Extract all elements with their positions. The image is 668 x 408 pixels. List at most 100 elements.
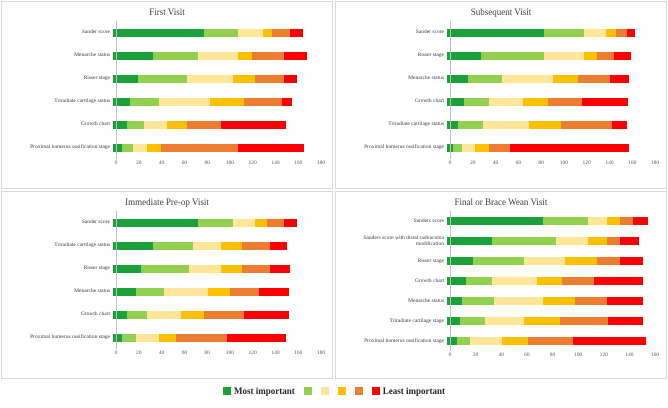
x-tick-label: 160 [628, 160, 637, 166]
bar-segment [615, 28, 627, 37]
category-label: Proximal humerus ossification stage [30, 334, 110, 341]
plot-area: Sander score Risser stage Menarche status G… [338, 21, 664, 170]
stacked-bar [447, 317, 643, 325]
bar-segment [467, 74, 502, 83]
bar-segment [543, 297, 576, 305]
plot-area: Sander score Menarche status Risser stage T… [4, 21, 330, 170]
x-tick-label: 100 [225, 160, 234, 166]
bar-segment [113, 310, 127, 319]
legend: Most important Least important [0, 380, 668, 402]
stacked-bar [447, 28, 635, 37]
chart-row: Sander score [4, 211, 330, 234]
bar-segment [258, 287, 290, 296]
bar-segment [494, 297, 544, 305]
legend-swatch-rank2 [303, 387, 312, 395]
bar-segment [164, 287, 208, 296]
bar-segment [141, 264, 190, 273]
x-tick-label: 0 [448, 160, 452, 166]
bar-segment [619, 237, 640, 245]
chart-row: Triradiate cartilage status [338, 113, 664, 136]
category-label: Sander score [81, 29, 110, 36]
bar-segment [204, 310, 244, 319]
stacked-bar [447, 51, 632, 60]
chart-row: Triradiate cartilage status [4, 90, 330, 113]
bar-segment [187, 74, 233, 83]
bar-segment [552, 74, 578, 83]
chart-row: Menarche status [338, 67, 664, 90]
x-tick-label: 60 [524, 352, 530, 358]
bar-segment [543, 217, 588, 225]
bar-segment [470, 337, 503, 345]
chart-row: Growth chart [4, 303, 330, 326]
category-label: Triradiate cartilage status [54, 242, 110, 249]
bar-segment [609, 74, 630, 83]
category-label: Risser stage [83, 75, 110, 82]
bar-segment [447, 74, 468, 83]
chart-panel-2: Immediate Pre-op Visit Sander score Trirad… [1, 191, 333, 379]
bar-segment [619, 257, 643, 265]
bar-segment [230, 287, 259, 296]
bar-segment [489, 97, 524, 106]
category-label: Risser stage [83, 265, 110, 272]
x-tick-label: 120 [582, 160, 591, 166]
stacked-bar [447, 297, 643, 305]
bar-segment [632, 217, 649, 225]
stacked-bar [447, 337, 646, 345]
y-axis-line [450, 21, 451, 159]
bar-segment [582, 97, 629, 106]
bar-segment [452, 143, 462, 152]
stacked-bar [447, 237, 640, 245]
chart-panel-1: Subsequent Visit Sander score Risser stage… [335, 1, 667, 189]
bar-segment [491, 277, 537, 285]
bar-segment [135, 287, 165, 296]
stacked-bar [113, 28, 304, 37]
x-tick-label: 80 [538, 160, 544, 166]
chart-title: First Visit [149, 7, 185, 17]
x-tick-label: 60 [181, 160, 188, 166]
bar-segment [232, 74, 256, 83]
chart-title: Immediate Pre-op Visit [125, 197, 209, 207]
bar-segment [489, 143, 510, 152]
category-label: Proximal humerus ossification stage [30, 144, 110, 151]
bar-segment [587, 217, 608, 225]
x-tick-label: 120 [248, 350, 257, 356]
bar-segment [612, 120, 627, 129]
chart-row: Proximal humerus ossification stage [4, 326, 330, 349]
bar-segment [606, 28, 616, 37]
bar-segment [626, 28, 635, 37]
bar-segment [608, 317, 643, 325]
chart-row: Menarche status [338, 291, 664, 311]
bar-segment [113, 120, 127, 129]
bar-segment [147, 310, 182, 319]
bar-segment [587, 237, 608, 245]
stacked-bar [447, 97, 629, 106]
bar-segment [221, 120, 287, 129]
bar-segment [207, 287, 231, 296]
category-label: Sanders score [413, 217, 444, 224]
chart-row: Proximal humerus ossification stage [4, 136, 330, 159]
bar-segment [198, 51, 239, 60]
x-tick-label: 40 [158, 350, 165, 356]
legend-swatch-least-important [371, 387, 380, 395]
x-tick-label: 20 [470, 160, 476, 166]
bar-segment [198, 218, 233, 227]
bar-segment [255, 74, 284, 83]
bar-segment [160, 143, 239, 152]
bar-segment [113, 264, 142, 273]
category-label: Triradiate cartilage status [388, 121, 444, 128]
bar-segment [501, 74, 553, 83]
bar-segment [204, 28, 239, 37]
bar-segment [577, 74, 610, 83]
bar-segment [607, 237, 620, 245]
bar-segment [559, 317, 609, 325]
x-tick-label: 180 [316, 160, 326, 166]
bar-segment [614, 51, 632, 60]
category-label: Sanders score with distal radius/ulna mo… [363, 234, 444, 247]
bar-segment [122, 143, 134, 152]
chart-row: Menarche status [4, 280, 330, 303]
category-label: Risser stage [417, 257, 444, 264]
x-tick-label: 140 [605, 160, 614, 166]
bar-segment [113, 143, 123, 152]
bar-segment [523, 257, 565, 265]
bar-segment [243, 310, 290, 319]
